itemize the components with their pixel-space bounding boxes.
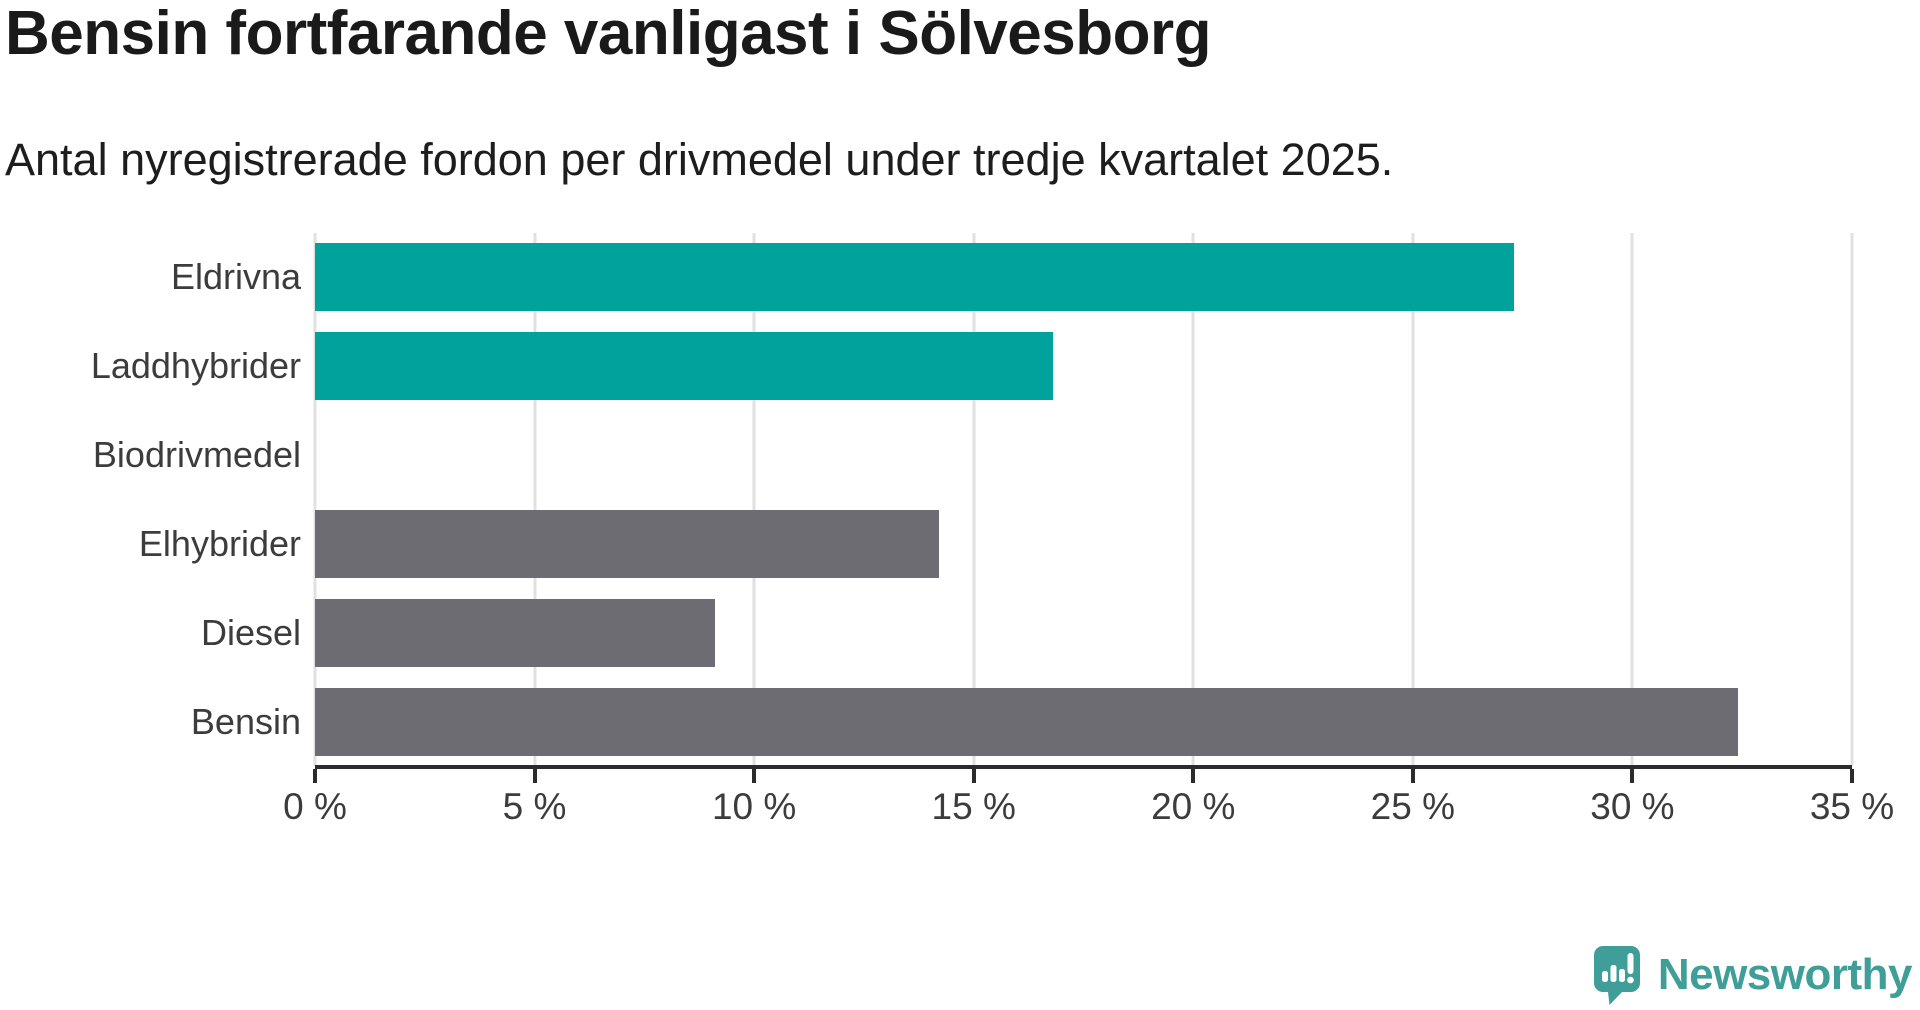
gridline-25 xyxy=(1411,233,1415,766)
tick-label-0: 0 % xyxy=(283,786,347,827)
gridline-20 xyxy=(1191,233,1195,766)
plot-area xyxy=(313,233,1854,766)
bar-laddhybrider xyxy=(315,332,1053,401)
bar-row-laddhybrider xyxy=(315,322,1852,411)
tick-label-15: 15 % xyxy=(931,786,1016,827)
gridline-10 xyxy=(752,233,756,766)
bars-layer xyxy=(315,233,1852,766)
bar-eldrivna xyxy=(315,243,1514,312)
newsworthy-bubble-chart-icon xyxy=(1593,946,1640,1005)
newsworthy-logo-text: Newsworthy xyxy=(1657,950,1913,999)
bar-bensin xyxy=(315,687,1738,756)
tick-label-5: 5 % xyxy=(502,786,567,827)
gridline-5 xyxy=(533,233,537,766)
category-label-laddhybrider: Laddhybrider xyxy=(90,345,301,387)
newsworthy-logo: Newsworthy xyxy=(1592,944,1913,1006)
tick-mark-25 xyxy=(1410,769,1415,783)
tick-label-10: 10 % xyxy=(711,786,797,827)
chart-subtitle: Antal nyregistrerade fordon per drivmede… xyxy=(5,134,1394,185)
tick-mark-35 xyxy=(1850,769,1854,783)
gridlines xyxy=(313,233,1854,766)
category-axis-labels: Eldrivna Laddhybrider Biodrivmedel Elhybrid… xyxy=(0,233,301,766)
chart-title: Bensin fortfarande vanligast i Sölvesbor… xyxy=(5,0,1212,68)
tick-mark-20 xyxy=(1191,769,1196,783)
tick-mark-0 xyxy=(313,769,317,783)
tick-mark-10 xyxy=(752,769,757,783)
tick-label-20: 20 % xyxy=(1151,786,1236,827)
gridline-15 xyxy=(972,233,976,766)
category-label-bensin: Bensin xyxy=(190,700,301,742)
gridline-0 xyxy=(313,233,317,766)
bar-row-biodrivmedel xyxy=(315,411,1852,500)
tick-mark-30 xyxy=(1630,769,1635,783)
tick-label-30: 30 % xyxy=(1590,786,1675,827)
category-label-elhybrider: Elhybrider xyxy=(138,522,301,564)
bar-diesel xyxy=(315,598,715,667)
x-axis-line xyxy=(315,765,1852,769)
category-label-diesel: Diesel xyxy=(200,611,301,653)
tick-label-35: 35 % xyxy=(1809,786,1895,827)
bar-row-eldrivna xyxy=(315,233,1852,322)
bar-elhybrider xyxy=(315,509,939,578)
tick-mark-5 xyxy=(532,769,537,783)
bar-row-bensin xyxy=(315,677,1852,766)
tick-mark-15 xyxy=(971,769,976,783)
bar-row-elhybrider xyxy=(315,499,1852,588)
x-axis-tick-marks xyxy=(313,769,1854,785)
tick-label-25: 25 % xyxy=(1370,786,1456,827)
category-label-biodrivmedel: Biodrivmedel xyxy=(92,434,301,476)
category-label-eldrivna: Eldrivna xyxy=(170,256,301,298)
bar-row-diesel xyxy=(315,588,1852,677)
gridline-30 xyxy=(1630,233,1634,766)
x-axis-tick-labels: 0 % 5 % 10 % 15 % 20 % 25 % 30 % 35 % xyxy=(283,786,1894,832)
gridline-35 xyxy=(1850,233,1854,766)
